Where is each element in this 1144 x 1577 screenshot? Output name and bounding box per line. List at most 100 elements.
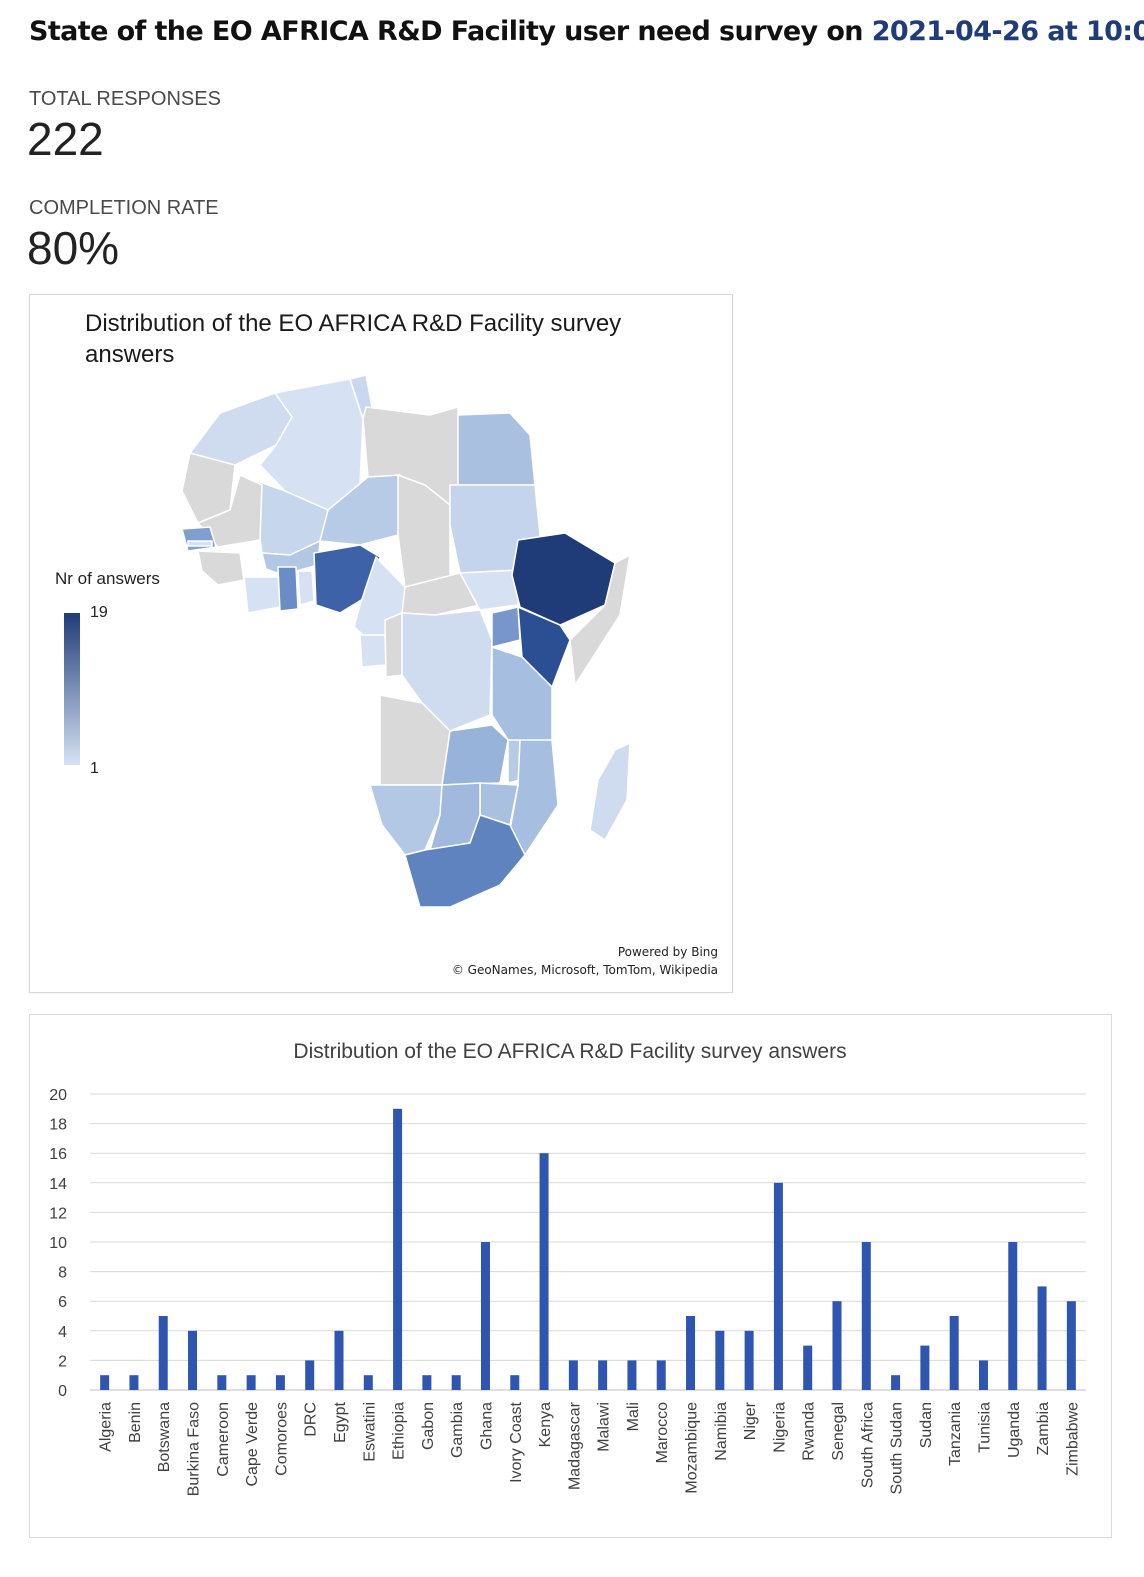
y-tick-label: 16 — [49, 1146, 67, 1163]
page-title-prefix: State of the EO AFRICA R&D Facility user… — [29, 16, 872, 47]
africa-map — [181, 374, 631, 908]
x-tick-label: Malawi — [596, 1402, 613, 1452]
map-chart-panel: Distribution of the EO AFRICA R&D Facili… — [29, 294, 733, 993]
bar-botswana — [158, 1316, 168, 1390]
x-tick-label: South Sudan — [889, 1402, 906, 1495]
y-tick-label: 12 — [49, 1205, 67, 1222]
region-uganda — [491, 606, 521, 648]
bar-gabon — [422, 1375, 432, 1390]
bar-ivory-coast — [510, 1375, 520, 1390]
x-tick-label: Eswatini — [361, 1402, 378, 1462]
bar-eswatini — [363, 1375, 373, 1390]
x-tick-label: Sudan — [918, 1402, 935, 1448]
map-credit-sources: © GeoNames, Microsoft, TomTom, Wikipedia — [451, 963, 718, 977]
bar-marocco — [656, 1360, 666, 1390]
region-somalia — [569, 554, 631, 686]
bar-cape-verde — [246, 1375, 256, 1390]
x-tick-label: Algeria — [98, 1402, 115, 1452]
region-ethiopia — [511, 532, 616, 626]
bar-nigeria — [773, 1182, 783, 1390]
x-tick-label: South Africa — [859, 1402, 876, 1488]
region-madagascar — [589, 742, 631, 841]
region-ivory-coast — [243, 576, 281, 614]
region-car — [401, 572, 481, 616]
x-tick-label: Mali — [625, 1402, 642, 1431]
x-tick-label: Burkina Faso — [186, 1402, 203, 1496]
x-tick-label: Gabon — [420, 1402, 437, 1450]
x-tick-label: Gambia — [449, 1402, 466, 1458]
x-tick-label: Ghana — [478, 1402, 495, 1450]
region-south-sudan — [459, 569, 521, 611]
bar-gambia — [451, 1375, 461, 1390]
bar-kenya — [539, 1153, 549, 1390]
bar-benin — [129, 1375, 139, 1390]
legend-min-label: 1 — [90, 760, 99, 777]
bar-tunisia — [978, 1360, 988, 1390]
legend-max-label: 19 — [90, 604, 108, 621]
y-tick-label: 10 — [49, 1235, 67, 1252]
y-tick-label: 18 — [49, 1117, 67, 1134]
x-tick-label: Zambia — [1035, 1402, 1052, 1455]
map-credit-bing: Powered by Bing — [617, 945, 718, 959]
region-zambia — [441, 724, 509, 786]
y-tick-label: 6 — [58, 1294, 67, 1311]
bar-comoroes — [275, 1375, 285, 1390]
bar-senegal — [832, 1301, 842, 1390]
x-tick-label: Ivory Coast — [508, 1401, 525, 1482]
x-tick-label: DRC — [303, 1402, 320, 1437]
y-tick-label: 4 — [58, 1324, 67, 1341]
x-tick-label: Tanzania — [947, 1402, 964, 1466]
y-tick-label: 20 — [49, 1087, 67, 1104]
bar-drc — [305, 1360, 315, 1390]
y-tick-label: 0 — [58, 1383, 67, 1400]
region-gabon — [359, 634, 387, 668]
region-congo — [384, 612, 403, 678]
bar-namibia — [715, 1330, 725, 1390]
region-benin — [297, 570, 315, 606]
x-tick-label: Mozambique — [684, 1402, 701, 1494]
bar-egypt — [334, 1330, 344, 1390]
bar-south-sudan — [891, 1375, 901, 1390]
region-ghana — [277, 566, 299, 612]
bar-south-africa — [861, 1242, 871, 1390]
x-tick-label: Senegal — [830, 1402, 847, 1461]
x-tick-label: Comoroes — [273, 1402, 290, 1476]
region-gambia — [187, 540, 213, 547]
x-tick-label: Botswana — [156, 1402, 173, 1472]
x-tick-label: Rwanda — [801, 1402, 818, 1461]
bar-mali — [627, 1360, 637, 1390]
x-tick-label: Nigeria — [771, 1402, 788, 1453]
bar-ethiopia — [393, 1108, 403, 1390]
x-tick-label: Niger — [742, 1401, 759, 1440]
x-tick-label: Ethiopia — [391, 1402, 408, 1460]
x-tick-label: Marocco — [654, 1402, 671, 1463]
x-tick-label: Tunisia — [976, 1402, 993, 1453]
x-tick-label: Madagascar — [566, 1401, 583, 1490]
page-title: State of the EO AFRICA R&D Facility user… — [29, 16, 1144, 47]
bar-algeria — [100, 1375, 110, 1390]
completion-rate-label: COMPLETION RATE — [29, 197, 219, 219]
x-tick-label: Uganda — [1006, 1402, 1023, 1458]
bar-chart-title: Distribution of the EO AFRICA R&D Facili… — [293, 1040, 846, 1063]
bar-chart-panel: Distribution of the EO AFRICA R&D Facili… — [29, 1014, 1112, 1538]
page-title-date: 2021-04-26 at 10:00 — [871, 16, 1144, 47]
bar-rwanda — [803, 1345, 813, 1390]
bar-ghana — [480, 1242, 490, 1390]
bar-cameroon — [217, 1375, 227, 1390]
bar-zimbabwe — [1066, 1301, 1076, 1390]
y-tick-label: 8 — [58, 1265, 67, 1282]
region-kenya — [517, 606, 571, 688]
bar-malawi — [598, 1360, 608, 1390]
x-tick-label: Kenya — [537, 1402, 554, 1447]
bar-mozambique — [686, 1316, 696, 1390]
x-tick-label: Namibia — [713, 1402, 730, 1461]
x-tick-label: Benin — [127, 1402, 144, 1443]
region-south-africa — [404, 814, 526, 908]
legend-title: Nr of answers — [55, 569, 160, 588]
bar-niger — [744, 1330, 754, 1390]
completion-rate-value: 80% — [27, 222, 120, 274]
bar-uganda — [1008, 1242, 1018, 1390]
x-tick-label: Egypt — [332, 1401, 349, 1442]
bar-chart: Distribution of the EO AFRICA R&D Facili… — [49, 1040, 1086, 1496]
region-egypt — [457, 412, 536, 486]
